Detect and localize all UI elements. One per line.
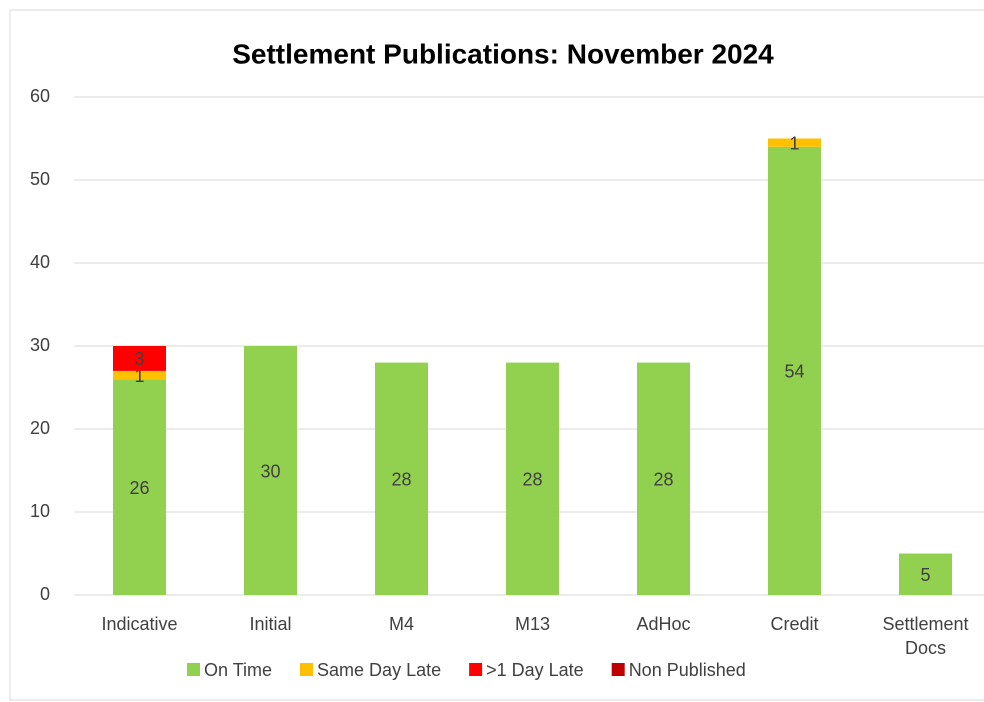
y-tick-label: 60 (30, 86, 50, 106)
bar-segment (375, 362, 428, 595)
bar-segment (113, 346, 166, 371)
data-label: 26 (129, 478, 149, 498)
legend-label: >1 Day Late (486, 660, 584, 680)
x-tick-label: Initial (249, 614, 292, 634)
y-tick-label: 10 (30, 501, 50, 521)
legend-label: Same Day Late (317, 660, 441, 680)
bar-segment (244, 346, 297, 595)
legend-label: Non Published (629, 660, 746, 680)
chart-title: Settlement Publications: November 2024 (232, 38, 774, 69)
legend-swatch (611, 663, 625, 676)
data-label: 30 (260, 461, 280, 481)
bar-segment (506, 362, 559, 595)
legend-label: On Time (204, 660, 272, 680)
x-tick-label: Credit (770, 614, 819, 634)
legend-swatch (469, 663, 483, 676)
data-label: 5 (920, 565, 930, 585)
x-tick-label: M4 (388, 614, 414, 634)
bar-segment (113, 370, 166, 380)
y-tick-label: 40 (30, 252, 50, 272)
x-tick-label: AdHoc (636, 614, 691, 634)
bar-segment (113, 379, 166, 595)
data-label: 28 (522, 470, 542, 490)
y-tick-label: 50 (30, 169, 50, 189)
data-label: 3 (134, 349, 144, 369)
y-tick-label: 0 (40, 584, 50, 604)
bar-segment (899, 553, 952, 595)
x-tick-label: Indicative (101, 614, 178, 634)
bar-segment (637, 362, 690, 595)
data-label: 1 (134, 366, 144, 386)
bar-segment (768, 138, 821, 147)
data-label: 1 (789, 133, 799, 153)
y-tick-label: 30 (30, 335, 50, 355)
legend-swatch (187, 663, 200, 676)
x-tick-label: Settlement Docs (882, 614, 969, 658)
legend-swatch (300, 663, 314, 676)
y-tick-label: 20 (30, 418, 50, 438)
chart-frame (9, 9, 984, 701)
data-label: 54 (784, 362, 804, 382)
bar-segment (768, 146, 821, 596)
data-label: 28 (391, 470, 411, 490)
x-tick-label: M13 (514, 614, 550, 634)
data-label: 28 (653, 470, 673, 490)
